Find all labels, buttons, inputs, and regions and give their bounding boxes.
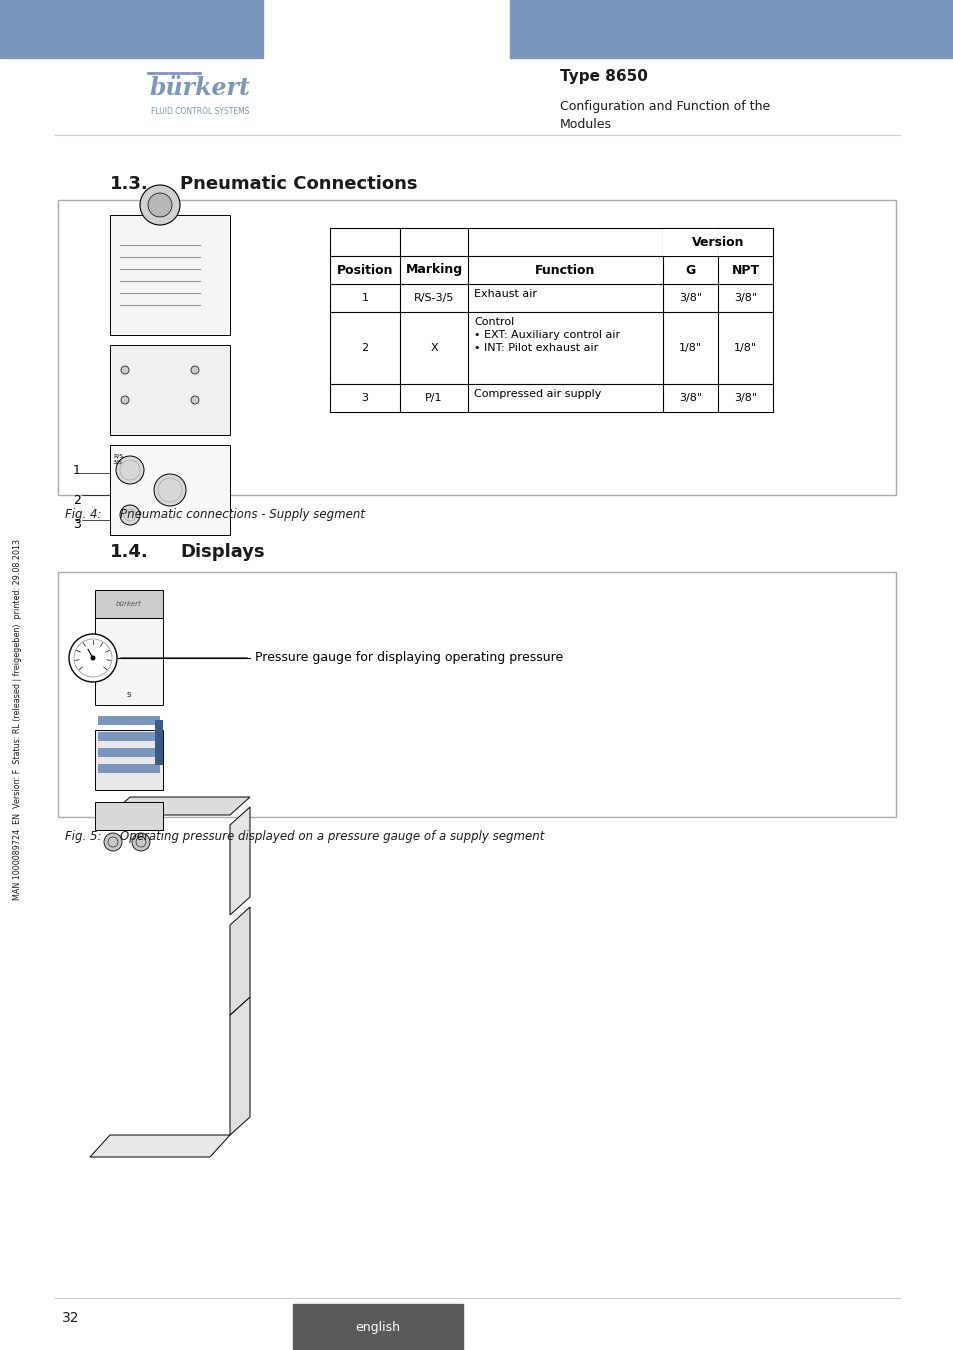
Text: bürkert: bürkert — [150, 76, 251, 100]
Text: Type 8650: Type 8650 — [559, 69, 647, 84]
Text: 32: 32 — [62, 1311, 79, 1324]
Text: R/S-3/5: R/S-3/5 — [414, 293, 454, 302]
Text: Version: Version — [691, 235, 743, 248]
Text: 3/5: 3/5 — [112, 459, 123, 464]
Text: MAN 1000089724  EN  Version: F  Status: RL (released | freigegeben)  printed: 29: MAN 1000089724 EN Version: F Status: RL … — [13, 540, 23, 900]
Text: Operating pressure displayed on a pressure gauge of a supply segment: Operating pressure displayed on a pressu… — [120, 830, 544, 842]
Text: NPT: NPT — [731, 263, 759, 277]
Text: 1: 1 — [361, 293, 368, 302]
Text: Pneumatic connections - Supply segment: Pneumatic connections - Supply segment — [120, 508, 365, 521]
Text: FLUID CONTROL SYSTEMS: FLUID CONTROL SYSTEMS — [151, 108, 249, 116]
Polygon shape — [230, 998, 250, 1135]
Bar — [718, 228, 772, 255]
Text: 2: 2 — [361, 343, 368, 352]
Bar — [662, 228, 717, 255]
Circle shape — [104, 833, 122, 851]
Circle shape — [132, 833, 150, 851]
Text: 1: 1 — [73, 463, 81, 477]
Text: 1/8": 1/8" — [733, 343, 757, 352]
Text: 1/8": 1/8" — [679, 343, 701, 352]
Bar — [95, 618, 163, 705]
Bar — [110, 346, 230, 435]
Text: 3/8": 3/8" — [733, 393, 757, 404]
Polygon shape — [230, 807, 250, 915]
Text: Exhaust air: Exhaust air — [474, 289, 537, 298]
Bar — [293, 1304, 462, 1350]
Bar — [95, 590, 163, 618]
Circle shape — [120, 505, 140, 525]
Bar — [58, 200, 895, 495]
Text: 1.4.: 1.4. — [110, 543, 149, 562]
Bar — [98, 716, 160, 725]
Circle shape — [191, 396, 199, 404]
Bar — [58, 572, 895, 817]
Circle shape — [153, 474, 186, 506]
Bar — [98, 748, 160, 757]
Bar — [330, 228, 772, 412]
Text: P/1: P/1 — [425, 393, 442, 404]
Text: 3/8": 3/8" — [733, 293, 757, 302]
Bar — [154, 720, 163, 765]
Text: G: G — [684, 263, 695, 277]
Circle shape — [116, 456, 144, 485]
Text: Control
• EXT: Auxiliary control air
• INT: Pilot exhaust air: Control • EXT: Auxiliary control air • I… — [474, 317, 619, 354]
Bar — [510, 0, 953, 58]
Text: Fig. 5:: Fig. 5: — [65, 830, 101, 842]
Text: 2: 2 — [73, 494, 81, 506]
Polygon shape — [90, 1135, 230, 1157]
Circle shape — [121, 366, 129, 374]
Bar — [110, 446, 230, 535]
Polygon shape — [230, 907, 250, 1015]
Text: X: X — [430, 343, 437, 352]
Text: 3: 3 — [361, 393, 368, 404]
Text: Marking: Marking — [405, 263, 462, 277]
Circle shape — [91, 656, 95, 660]
Text: Displays: Displays — [180, 543, 264, 562]
Bar — [110, 215, 230, 335]
Text: 3: 3 — [73, 518, 81, 532]
Polygon shape — [110, 796, 250, 815]
Text: R/S: R/S — [112, 454, 123, 458]
Bar — [98, 764, 160, 774]
Bar — [95, 802, 163, 830]
Bar — [95, 730, 163, 790]
Text: Position: Position — [336, 263, 393, 277]
Text: english: english — [355, 1320, 400, 1334]
Circle shape — [148, 193, 172, 217]
Circle shape — [140, 185, 180, 225]
Text: Compressed air supply: Compressed air supply — [474, 389, 600, 400]
Circle shape — [191, 366, 199, 374]
Text: S: S — [127, 693, 132, 698]
Text: Pneumatic Connections: Pneumatic Connections — [180, 176, 417, 193]
Text: 3/8": 3/8" — [679, 293, 701, 302]
Circle shape — [121, 396, 129, 404]
Bar — [0, 0, 263, 58]
Text: Configuration and Function of the
Modules: Configuration and Function of the Module… — [559, 100, 769, 131]
Text: Fig. 4:: Fig. 4: — [65, 508, 101, 521]
Text: Function: Function — [535, 263, 595, 277]
Text: 1.3.: 1.3. — [110, 176, 149, 193]
Circle shape — [69, 634, 117, 682]
Text: Pressure gauge for displaying operating pressure: Pressure gauge for displaying operating … — [254, 652, 562, 664]
Text: bürkert: bürkert — [116, 601, 142, 608]
Text: 3/8": 3/8" — [679, 393, 701, 404]
Bar — [98, 732, 160, 741]
